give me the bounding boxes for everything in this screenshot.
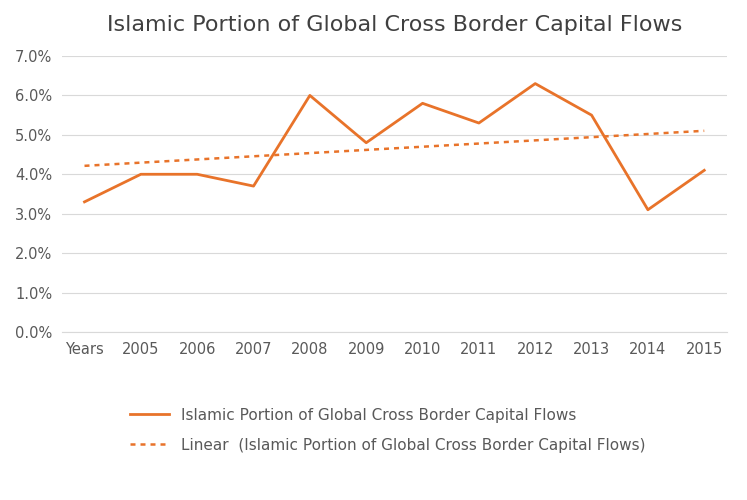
Linear  (Islamic Portion of Global Cross Border Capital Flows) bbox=[249, 154, 258, 160]
Linear  (Islamic Portion of Global Cross Border Capital Flows) bbox=[643, 131, 652, 137]
Line: Islamic Portion of Global Cross Border Capital Flows: Islamic Portion of Global Cross Border C… bbox=[84, 84, 704, 210]
Linear  (Islamic Portion of Global Cross Border Capital Flows) bbox=[193, 156, 202, 162]
Linear  (Islamic Portion of Global Cross Border Capital Flows) bbox=[137, 160, 146, 166]
Islamic Portion of Global Cross Border Capital Flows bbox=[249, 183, 258, 189]
Linear  (Islamic Portion of Global Cross Border Capital Flows) bbox=[362, 147, 371, 153]
Islamic Portion of Global Cross Border Capital Flows bbox=[418, 100, 427, 106]
Islamic Portion of Global Cross Border Capital Flows bbox=[80, 199, 89, 205]
Islamic Portion of Global Cross Border Capital Flows bbox=[137, 172, 146, 177]
Islamic Portion of Global Cross Border Capital Flows bbox=[587, 112, 596, 118]
Title: Islamic Portion of Global Cross Border Capital Flows: Islamic Portion of Global Cross Border C… bbox=[107, 15, 682, 35]
Islamic Portion of Global Cross Border Capital Flows bbox=[362, 140, 371, 145]
Line: Linear  (Islamic Portion of Global Cross Border Capital Flows): Linear (Islamic Portion of Global Cross … bbox=[84, 131, 704, 166]
Linear  (Islamic Portion of Global Cross Border Capital Flows) bbox=[530, 138, 539, 143]
Linear  (Islamic Portion of Global Cross Border Capital Flows) bbox=[700, 128, 709, 134]
Linear  (Islamic Portion of Global Cross Border Capital Flows) bbox=[418, 144, 427, 150]
Legend: Islamic Portion of Global Cross Border Capital Flows, Linear  (Islamic Portion o: Islamic Portion of Global Cross Border C… bbox=[123, 400, 653, 461]
Islamic Portion of Global Cross Border Capital Flows bbox=[700, 168, 709, 173]
Linear  (Islamic Portion of Global Cross Border Capital Flows) bbox=[306, 150, 314, 156]
Linear  (Islamic Portion of Global Cross Border Capital Flows) bbox=[80, 163, 89, 169]
Islamic Portion of Global Cross Border Capital Flows bbox=[193, 172, 202, 177]
Islamic Portion of Global Cross Border Capital Flows bbox=[474, 120, 483, 126]
Linear  (Islamic Portion of Global Cross Border Capital Flows) bbox=[587, 134, 596, 140]
Islamic Portion of Global Cross Border Capital Flows bbox=[643, 207, 652, 213]
Linear  (Islamic Portion of Global Cross Border Capital Flows) bbox=[474, 140, 483, 146]
Islamic Portion of Global Cross Border Capital Flows bbox=[306, 92, 314, 98]
Islamic Portion of Global Cross Border Capital Flows bbox=[530, 80, 539, 86]
